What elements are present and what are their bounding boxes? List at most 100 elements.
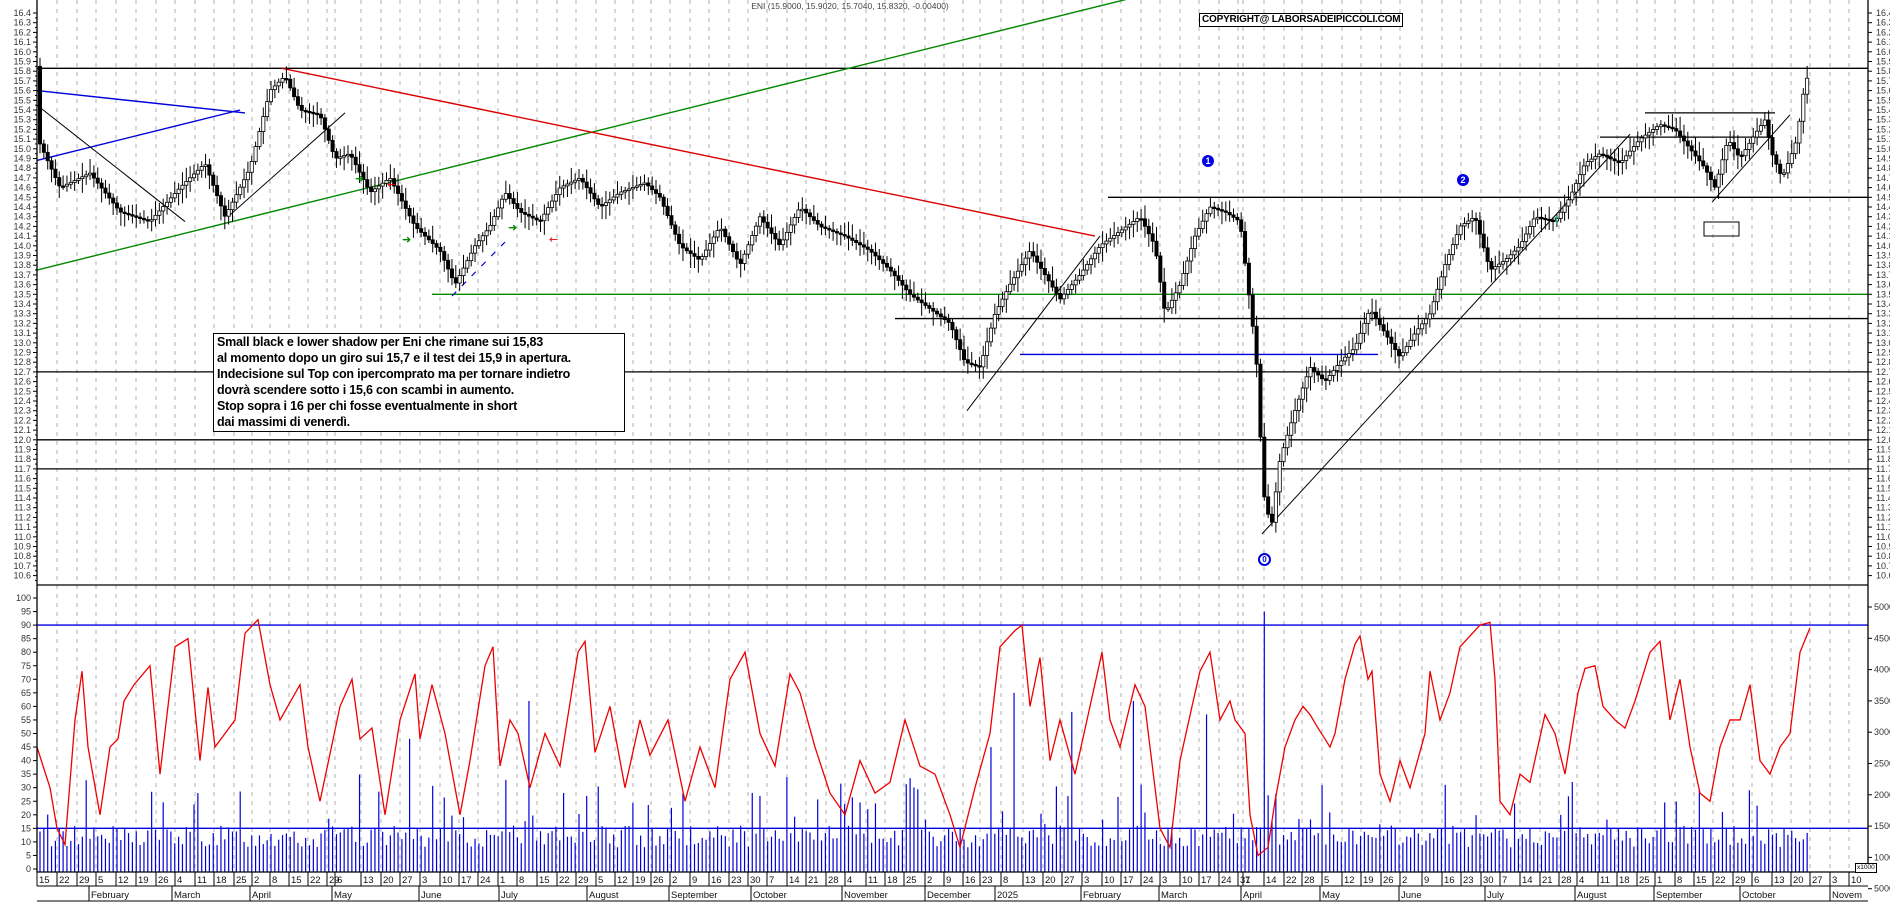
candle-body — [1316, 370, 1321, 376]
candle-body — [1539, 216, 1544, 220]
price-tick-label: 13.6 — [13, 280, 31, 290]
month-label: September — [1656, 890, 1702, 901]
candle-body — [257, 131, 262, 147]
candle-body — [1608, 156, 1613, 160]
candle-body — [1797, 120, 1802, 144]
x-axis: 15 22 29 5 12 19 26 4 11 18 25 2 8 15 22 296 13 20 27 3 10 17… — [36, 872, 1862, 901]
candle-body — [1273, 491, 1278, 523]
candle-body — [623, 190, 628, 193]
candle-body — [1150, 233, 1155, 242]
candle-body — [1112, 235, 1117, 239]
price-tick-label: 10.8 — [1876, 551, 1890, 561]
price-tick-label: 12.2 — [1876, 415, 1890, 425]
candle-body — [199, 166, 204, 171]
candle-body — [99, 182, 104, 189]
candle-body — [923, 302, 928, 306]
price-tick-label: 15.6 — [13, 86, 31, 96]
candle-body — [1189, 248, 1194, 262]
price-tick-label: 12.9 — [1876, 348, 1890, 358]
candle-body — [665, 205, 670, 217]
date-tick-label: 22 — [559, 875, 570, 886]
candle-body — [334, 151, 339, 159]
date-tick-label: 23 — [1463, 875, 1474, 886]
candle-body — [1250, 294, 1255, 327]
date-tick-label: 7 — [769, 875, 774, 886]
date-tick-label: 4 — [177, 875, 182, 886]
candle-body — [1508, 254, 1513, 259]
candle-body — [938, 313, 943, 318]
candle-body — [557, 187, 562, 195]
candle-body — [1270, 513, 1275, 523]
candle-body — [796, 209, 801, 218]
candle-body — [1393, 342, 1398, 350]
candle-body — [865, 246, 870, 250]
candle-body — [230, 201, 235, 211]
candle-body — [88, 172, 93, 176]
date-tick-label: 24 — [480, 875, 491, 886]
candle-body — [1031, 251, 1036, 257]
candle-body — [900, 280, 905, 286]
date-tick-label: 6 — [1754, 875, 1759, 886]
candle-body — [242, 179, 247, 188]
candle-body — [1008, 283, 1013, 293]
candle-body — [1697, 155, 1702, 162]
candle-body — [499, 198, 504, 209]
price-tick-label: 14.3 — [1876, 212, 1890, 222]
candle-body — [1597, 153, 1602, 158]
candle-body — [1092, 252, 1097, 260]
price-tick-label: 13.2 — [13, 318, 31, 328]
price-tick-label: 11.1 — [14, 522, 31, 532]
price-tick-label: 14.1 — [13, 231, 31, 241]
candle-body — [1689, 145, 1694, 152]
price-tick-label: 14.8 — [13, 163, 31, 173]
candle-body — [1385, 330, 1390, 338]
candle-body — [1050, 280, 1055, 288]
candle-body — [700, 256, 705, 260]
price-tick-label: 13.9 — [1876, 251, 1890, 261]
candle-body — [769, 227, 774, 234]
candle-body — [1708, 171, 1713, 181]
candle-body — [1370, 311, 1375, 315]
candle-body — [307, 110, 312, 114]
month-label: July — [501, 890, 518, 901]
price-tick-label: 11.6 — [14, 474, 31, 484]
candle-body — [1620, 160, 1625, 164]
candle-body — [176, 188, 181, 194]
date-tick-label: 21 — [808, 875, 819, 886]
candle-body — [207, 164, 212, 176]
oscillator-tick-label: 60 — [21, 701, 31, 711]
candle-body — [357, 164, 362, 173]
date-tick-label: 29 — [1735, 875, 1746, 886]
date-tick-label: 9 — [946, 875, 951, 886]
date-tick-label: 19 — [635, 875, 646, 886]
date-tick-label: 19 — [1363, 875, 1374, 886]
candle-body — [1705, 165, 1710, 173]
candle-body — [268, 89, 273, 103]
price-tick-label: 13.8 — [1876, 260, 1890, 270]
date-tick-label: 27 — [402, 875, 413, 886]
price-tick-label: 11.6 — [1876, 474, 1890, 484]
candle-body — [1327, 375, 1332, 381]
date-tick-label: 1 — [1657, 875, 1662, 886]
candle-body — [1196, 228, 1201, 237]
candle-body — [1381, 324, 1386, 332]
price-tick-label: 12.6 — [1876, 377, 1890, 387]
candle-body — [996, 306, 1001, 315]
candle-body — [742, 253, 747, 264]
price-tick-label: 11.1 — [1876, 522, 1890, 532]
candle-body — [1323, 378, 1328, 381]
price-tick-label: 14.2 — [1876, 221, 1890, 231]
date-tick-label: 9 — [1424, 875, 1429, 886]
oscillator-tick-label: 85 — [21, 634, 31, 644]
candle-body — [95, 177, 100, 184]
date-tick-label: 22 — [1286, 875, 1297, 886]
red-arrow-icon: ← — [387, 178, 396, 191]
candle-body — [203, 164, 208, 167]
green-arrow-icon: ↑ — [1552, 214, 1561, 227]
candle-body — [299, 104, 304, 111]
price-tick-label: 10.9 — [13, 542, 31, 552]
date-tick-label: 26 — [1383, 875, 1394, 886]
candle-body — [315, 112, 320, 116]
candle-body — [650, 185, 655, 191]
candle-body — [1339, 360, 1344, 366]
